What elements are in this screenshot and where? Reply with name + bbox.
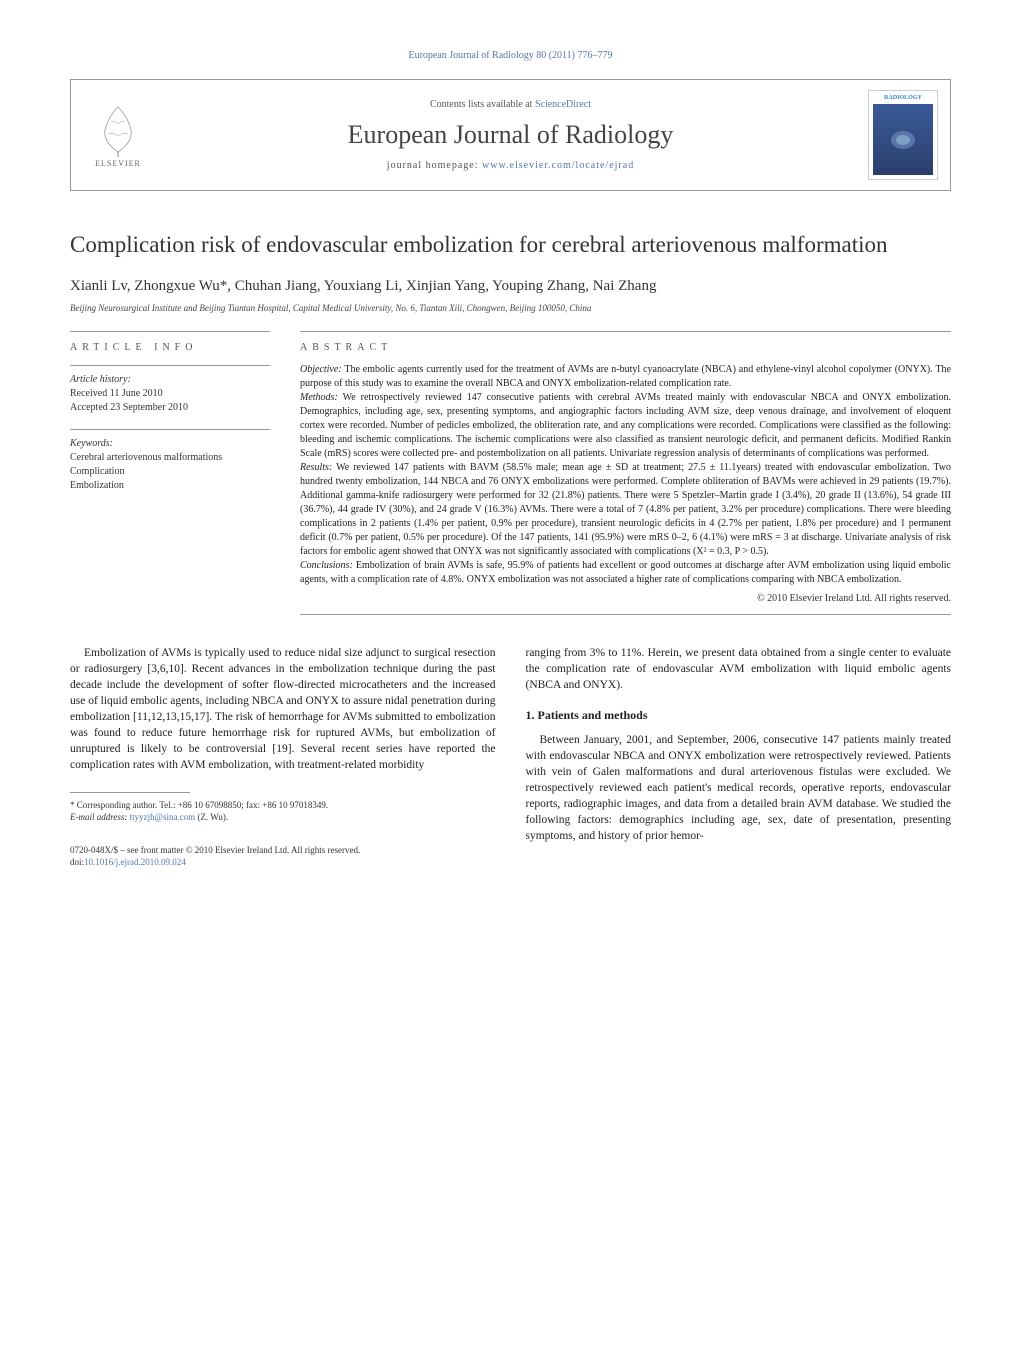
article-title: Complication risk of endovascular emboli…: [70, 231, 951, 260]
journal-cover-thumbnail: RADIOLOGY: [868, 90, 938, 180]
email-label: E-mail address:: [70, 812, 130, 822]
homepage-line: journal homepage: www.elsevier.com/locat…: [165, 160, 856, 171]
homepage-link[interactable]: www.elsevier.com/locate/ejrad: [482, 160, 634, 171]
body-paragraph: Embolization of AVMs is typically used t…: [70, 645, 496, 774]
history-accepted: Accepted 23 September 2010: [70, 401, 270, 415]
cover-label: RADIOLOGY: [884, 95, 922, 101]
contents-available-line: Contents lists available at ScienceDirec…: [165, 99, 856, 110]
divider: [70, 429, 270, 430]
article-history-block: Article history: Received 11 June 2010 A…: [70, 374, 270, 415]
sciencedirect-link[interactable]: ScienceDirect: [535, 99, 591, 110]
history-label: Article history:: [70, 374, 270, 385]
cover-brain-icon: [888, 128, 918, 152]
homepage-prefix: journal homepage:: [387, 160, 482, 171]
email-suffix: (Z. Wu).: [195, 812, 228, 822]
keywords-block: Keywords: Cerebral arteriovenous malform…: [70, 438, 270, 493]
doi-link[interactable]: 10.1016/j.ejrad.2010.09.024: [84, 857, 186, 867]
body-paragraph: ranging from 3% to 11%. Herein, we prese…: [526, 645, 952, 693]
body-left-column: Embolization of AVMs is typically used t…: [70, 645, 496, 869]
masthead-center: Contents lists available at ScienceDirec…: [165, 99, 856, 171]
page-footer: 0720-048X/$ – see front matter © 2010 El…: [70, 844, 496, 869]
keyword: Cerebral arteriovenous malformations: [70, 451, 270, 465]
keyword: Complication: [70, 465, 270, 479]
journal-masthead: ELSEVIER Contents lists available at Sci…: [70, 79, 951, 191]
methods-text: We retrospectively reviewed 147 consecut…: [300, 392, 951, 459]
article-info-column: ARTICLE INFO Article history: Received 1…: [70, 331, 270, 615]
journal-name: European Journal of Radiology: [165, 120, 856, 150]
footnote-rule: [70, 792, 190, 793]
elsevier-logo: ELSEVIER: [83, 95, 153, 175]
conclusions-label: Conclusions:: [300, 560, 353, 571]
abstract-column: ABSTRACT Objective: The embolic agents c…: [300, 331, 951, 615]
corr-author-line: * Corresponding author. Tel.: +86 10 670…: [70, 799, 496, 812]
affiliation: Beijing Neurosurgical Institute and Beij…: [70, 303, 951, 313]
body-text-columns: Embolization of AVMs is typically used t…: [70, 645, 951, 869]
body-paragraph: Between January, 2001, and September, 20…: [526, 732, 952, 845]
objective-text: The embolic agents currently used for th…: [300, 364, 951, 389]
running-header: European Journal of Radiology 80 (2011) …: [70, 50, 951, 61]
elsevier-tree-icon: [93, 102, 143, 157]
abstract-heading: ABSTRACT: [300, 342, 951, 353]
corr-email-link[interactable]: ttyyzjh@sina.com: [130, 812, 196, 822]
issn-line: 0720-048X/$ – see front matter © 2010 El…: [70, 844, 496, 857]
publisher-name: ELSEVIER: [95, 159, 141, 168]
cover-image: [873, 104, 933, 175]
corresponding-author-footnote: * Corresponding author. Tel.: +86 10 670…: [70, 799, 496, 824]
results-label: Results:: [300, 462, 332, 473]
abstract-copyright: © 2010 Elsevier Ireland Ltd. All rights …: [300, 593, 951, 604]
doi-label: doi:: [70, 857, 84, 867]
keyword: Embolization: [70, 479, 270, 493]
results-text: We reviewed 147 patients with BAVM (58.5…: [300, 462, 951, 557]
contents-prefix: Contents lists available at: [430, 99, 535, 110]
divider: [70, 365, 270, 366]
history-received: Received 11 June 2010: [70, 387, 270, 401]
objective-label: Objective:: [300, 364, 342, 375]
conclusions-text: Embolization of brain AVMs is safe, 95.9…: [300, 560, 951, 585]
article-info-heading: ARTICLE INFO: [70, 342, 270, 353]
authors-line: Xianli Lv, Zhongxue Wu*, Chuhan Jiang, Y…: [70, 278, 951, 295]
methods-label: Methods:: [300, 392, 338, 403]
body-right-column: ranging from 3% to 11%. Herein, we prese…: [526, 645, 952, 869]
keywords-label: Keywords:: [70, 438, 270, 449]
abstract-body: Objective: The embolic agents currently …: [300, 363, 951, 587]
section-heading: 1. Patients and methods: [526, 707, 952, 724]
